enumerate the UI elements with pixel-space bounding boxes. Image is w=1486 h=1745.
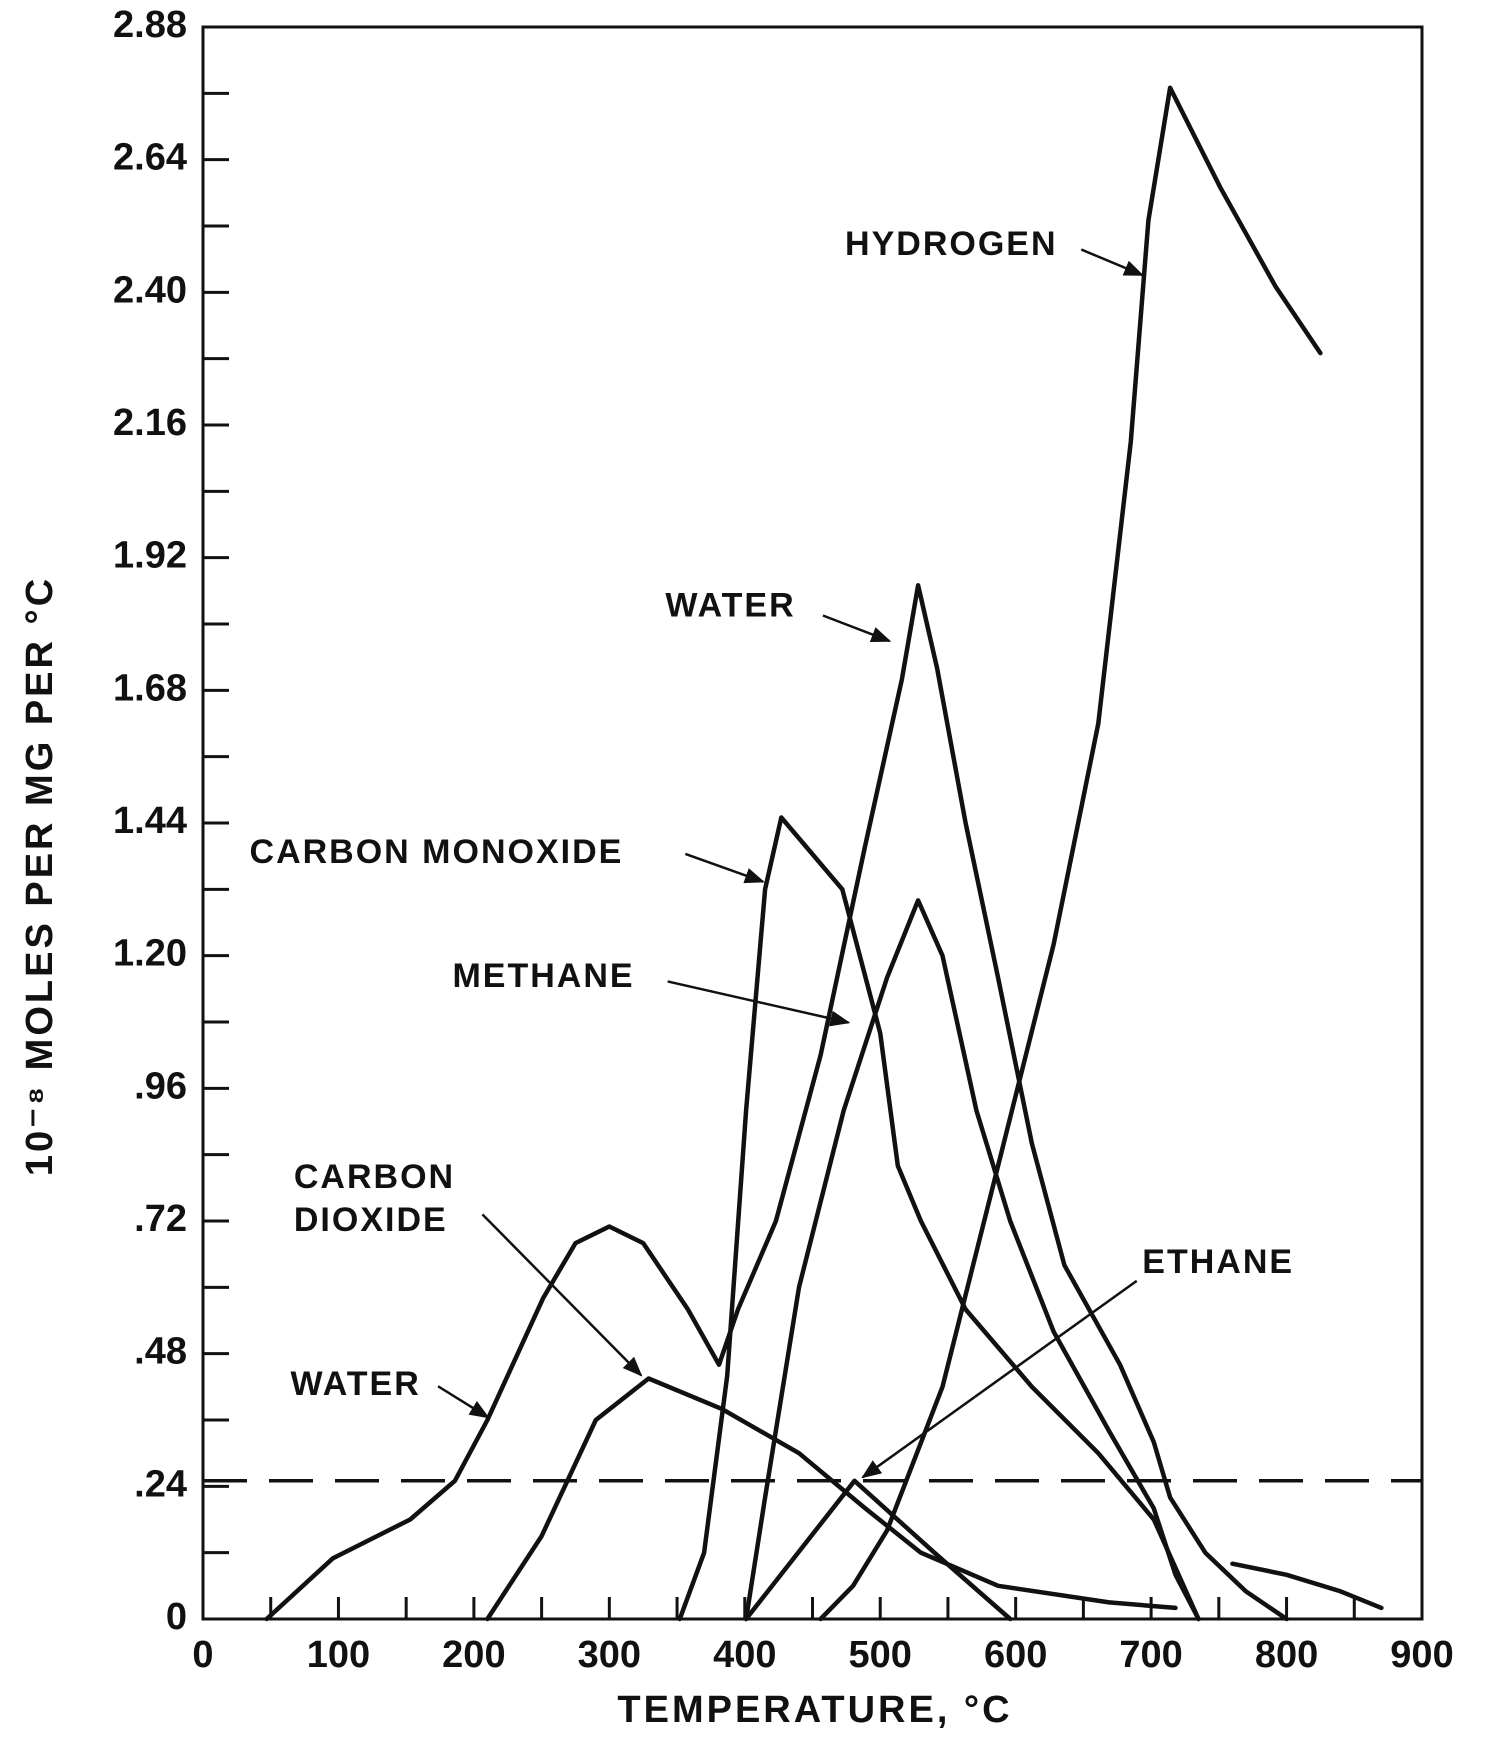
y-tick-label: .48 bbox=[134, 1331, 187, 1373]
y-axis-label: 10⁻⁸ MOLES PER MG PER °C bbox=[19, 576, 61, 1176]
series-line bbox=[743, 1478, 1013, 1622]
y-tick-label: 1.68 bbox=[113, 667, 187, 709]
series-label: CARBON DIOXIDE bbox=[294, 1158, 455, 1239]
y-tick-label: 0 bbox=[166, 1596, 187, 1638]
x-axis-label: TEMPERATURE, °C bbox=[617, 1689, 1012, 1731]
x-tick-label: 600 bbox=[984, 1634, 1047, 1676]
y-tick-label: 2.16 bbox=[113, 402, 187, 444]
y-tick-label: 1.92 bbox=[113, 535, 187, 577]
x-tick-label: 300 bbox=[578, 1634, 641, 1676]
label-arrow bbox=[861, 1279, 1138, 1479]
y-tick-label: 1.20 bbox=[113, 933, 187, 975]
series-line bbox=[264, 583, 1289, 1622]
x-tick-label: 900 bbox=[1390, 1634, 1453, 1676]
label-arrow bbox=[684, 852, 765, 884]
series-label: HYDROGEN bbox=[845, 225, 1057, 263]
x-tick-label: 500 bbox=[849, 1634, 912, 1676]
label-arrow bbox=[822, 614, 892, 643]
x-tick-label: 100 bbox=[307, 1634, 370, 1676]
series-label: WATER bbox=[291, 1365, 421, 1403]
y-tick-label: 2.64 bbox=[113, 137, 187, 179]
y-tick-label: .72 bbox=[134, 1198, 187, 1240]
series-label: WATER bbox=[665, 587, 795, 625]
series-label: ETHANE bbox=[1142, 1243, 1294, 1281]
label-arrow bbox=[437, 1385, 490, 1419]
x-tick-label: 200 bbox=[442, 1634, 505, 1676]
label-arrow bbox=[1080, 248, 1145, 277]
y-tick-label: 2.88 bbox=[113, 4, 187, 46]
series-line bbox=[818, 85, 1323, 1622]
x-tick-label: 0 bbox=[192, 1634, 213, 1676]
series-line bbox=[743, 898, 1201, 1622]
x-tick-label: 400 bbox=[713, 1634, 776, 1676]
y-tick-label: 2.40 bbox=[113, 269, 187, 311]
x-tick-label: 800 bbox=[1255, 1634, 1318, 1676]
series-line bbox=[485, 1376, 1384, 1622]
label-arrow bbox=[667, 980, 851, 1027]
y-tick-label: .96 bbox=[134, 1065, 187, 1107]
series-label: METHANE bbox=[452, 957, 634, 995]
x-tick-label: 700 bbox=[1119, 1634, 1182, 1676]
series-line bbox=[677, 815, 1201, 1622]
y-tick-label: 1.44 bbox=[113, 800, 187, 842]
label-arrow bbox=[481, 1213, 643, 1377]
series-label: CARBON MONOXIDE bbox=[250, 833, 624, 871]
y-tick-label: .24 bbox=[134, 1463, 187, 1505]
